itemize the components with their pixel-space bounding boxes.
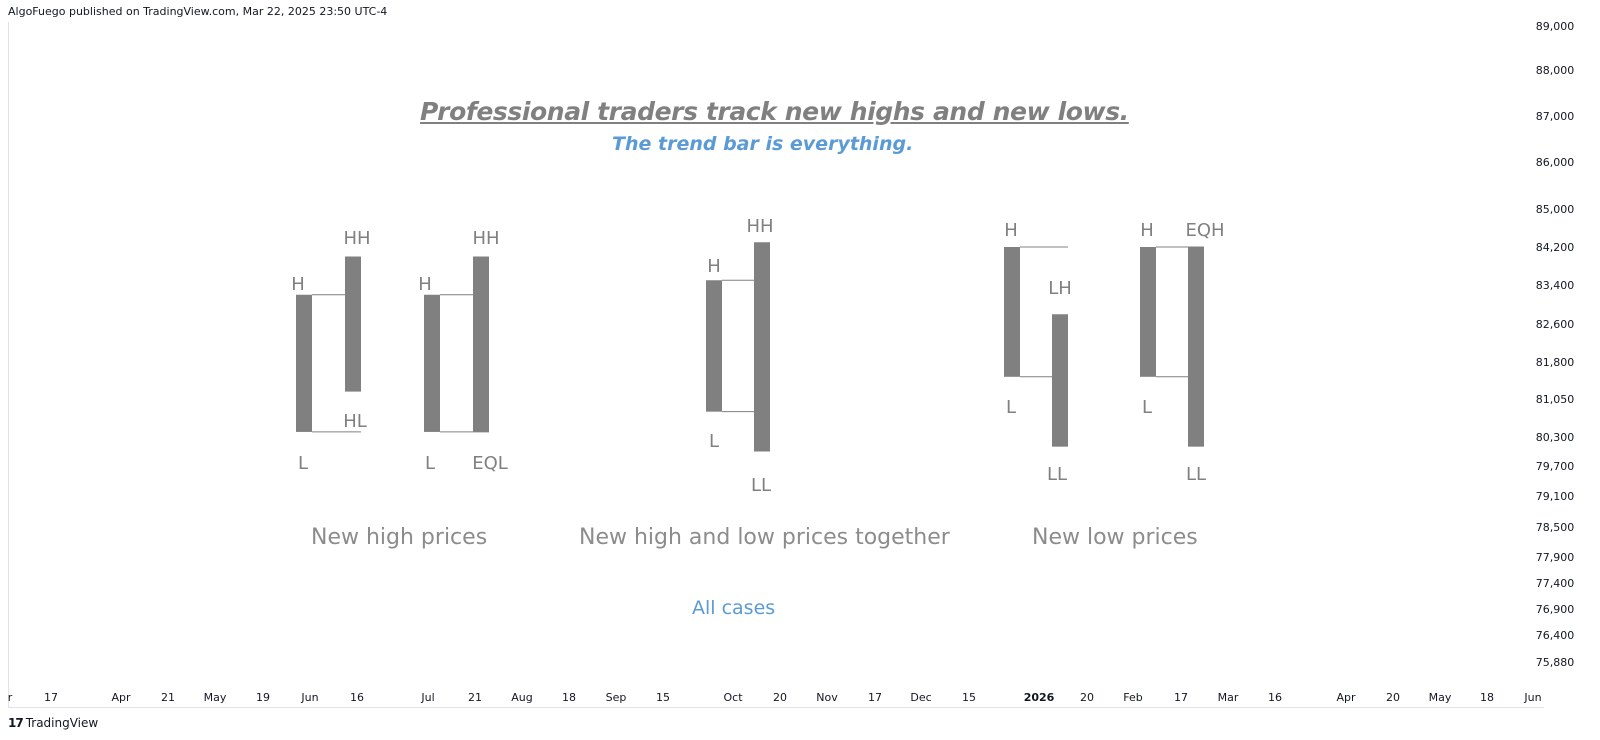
- x-tick-label: 20: [1386, 691, 1400, 704]
- y-tick-label: 89,000: [1536, 20, 1575, 33]
- x-tick-label: 20: [1080, 691, 1094, 704]
- x-tick-label: Feb: [1123, 691, 1142, 704]
- bar-label: EQL: [472, 453, 508, 474]
- bar-label: H: [1140, 220, 1154, 241]
- y-tick-label: 80,300: [1536, 431, 1575, 444]
- y-tick-label: 79,100: [1536, 490, 1575, 503]
- price-bar: [754, 242, 770, 452]
- bar-label: LL: [1047, 464, 1067, 485]
- y-tick-label: 86,000: [1536, 156, 1575, 169]
- bar-label: H: [1004, 220, 1018, 241]
- y-tick-label: 81,050: [1536, 393, 1575, 406]
- x-tick-label: Apr: [1336, 691, 1356, 704]
- chart-area[interactable]: [8, 22, 1544, 708]
- bar-label: HH: [746, 216, 773, 237]
- y-tick-label: 79,700: [1536, 460, 1575, 473]
- y-tick-label: 81,800: [1536, 356, 1575, 369]
- y-tick-label: 87,000: [1536, 110, 1575, 123]
- y-tick-label: 78,500: [1536, 521, 1575, 534]
- bar-label: HH: [343, 228, 370, 249]
- case-label-new-high: New high prices: [311, 525, 488, 550]
- y-tick-label: 75,880: [1536, 656, 1575, 669]
- bar-label: HH: [472, 228, 499, 249]
- tradingview-logo-icon: 17: [8, 716, 24, 730]
- bar-label: LL: [1186, 464, 1206, 485]
- x-tick-label: Jul: [420, 691, 434, 704]
- bar-label: LL: [751, 475, 771, 496]
- x-tick-label: Dec: [910, 691, 931, 704]
- price-bar: [473, 256, 489, 432]
- bar-label: H: [418, 274, 432, 295]
- x-tick-label: Nov: [816, 691, 838, 704]
- x-tick-label: 2026: [1024, 691, 1055, 704]
- x-tick-label: 15: [962, 691, 976, 704]
- tradingview-brand: TradingView: [25, 716, 99, 730]
- x-tick-label: 15: [656, 691, 670, 704]
- bar-label: H: [707, 256, 721, 277]
- bar-label: L: [298, 453, 308, 474]
- x-tick-label: May: [204, 691, 227, 704]
- bar-label: L: [1142, 397, 1152, 418]
- x-tick-label: May: [1429, 691, 1452, 704]
- x-tick-label: Jun: [1523, 691, 1541, 704]
- x-tick-label: 17: [44, 691, 58, 704]
- x-tick-label: 21: [468, 691, 482, 704]
- case-label-new-low: New low prices: [1032, 525, 1198, 550]
- x-tick-label: Oct: [723, 691, 743, 704]
- y-tick-label: 83,400: [1536, 279, 1575, 292]
- bar-label: L: [425, 453, 435, 474]
- price-bar: [1004, 247, 1020, 377]
- y-tick-label: 85,000: [1536, 203, 1575, 216]
- bar-label: LH: [1048, 278, 1072, 299]
- footer[interactable]: 17 TradingView: [8, 716, 98, 730]
- price-bar: [1188, 247, 1204, 447]
- case-label-new-high-low: New high and low prices together: [579, 525, 950, 550]
- x-tick-label: 16: [1268, 691, 1282, 704]
- x-tick-label: Jun: [300, 691, 318, 704]
- x-tick-label: 21: [161, 691, 175, 704]
- x-tick-label: 17: [868, 691, 882, 704]
- x-tick-label: Mar: [1218, 691, 1239, 704]
- bar-label: H: [291, 274, 305, 295]
- x-tick-label: 19: [256, 691, 270, 704]
- chart-subtitle: The trend bar is everything.: [612, 133, 914, 155]
- x-tick-label: r: [8, 691, 13, 704]
- bar-label: EQH: [1185, 220, 1224, 241]
- x-tick-label: Sep: [606, 691, 627, 704]
- x-tick-label: 20: [773, 691, 787, 704]
- price-bar: [1052, 314, 1068, 447]
- price-bar: [296, 294, 312, 432]
- price-bar: [706, 280, 722, 412]
- x-tick-label: 17: [1174, 691, 1188, 704]
- x-tick-label: 16: [350, 691, 364, 704]
- bar-label: L: [709, 431, 719, 452]
- x-tick-label: 18: [1480, 691, 1494, 704]
- y-tick-label: 88,000: [1536, 64, 1575, 77]
- x-tick-label: Apr: [111, 691, 131, 704]
- y-tick-label: 84,200: [1536, 241, 1575, 254]
- bar-label: HL: [343, 411, 367, 432]
- bar-label: L: [1006, 397, 1016, 418]
- price-bar: [1140, 247, 1156, 377]
- x-tick-label: Aug: [511, 691, 532, 704]
- x-tick-label: 18: [562, 691, 576, 704]
- publish-header: AlgoFuego published on TradingView.com, …: [8, 5, 388, 18]
- price-bar: [424, 294, 440, 432]
- all-cases-label: All cases: [692, 597, 776, 619]
- chart-title: Professional traders track new highs and…: [420, 97, 1129, 126]
- y-tick-label: 76,900: [1536, 603, 1575, 616]
- y-tick-label: 76,400: [1536, 629, 1575, 642]
- y-tick-label: 77,900: [1536, 551, 1575, 564]
- y-tick-label: 82,600: [1536, 318, 1575, 331]
- y-tick-label: 77,400: [1536, 577, 1575, 590]
- price-bar: [345, 256, 361, 392]
